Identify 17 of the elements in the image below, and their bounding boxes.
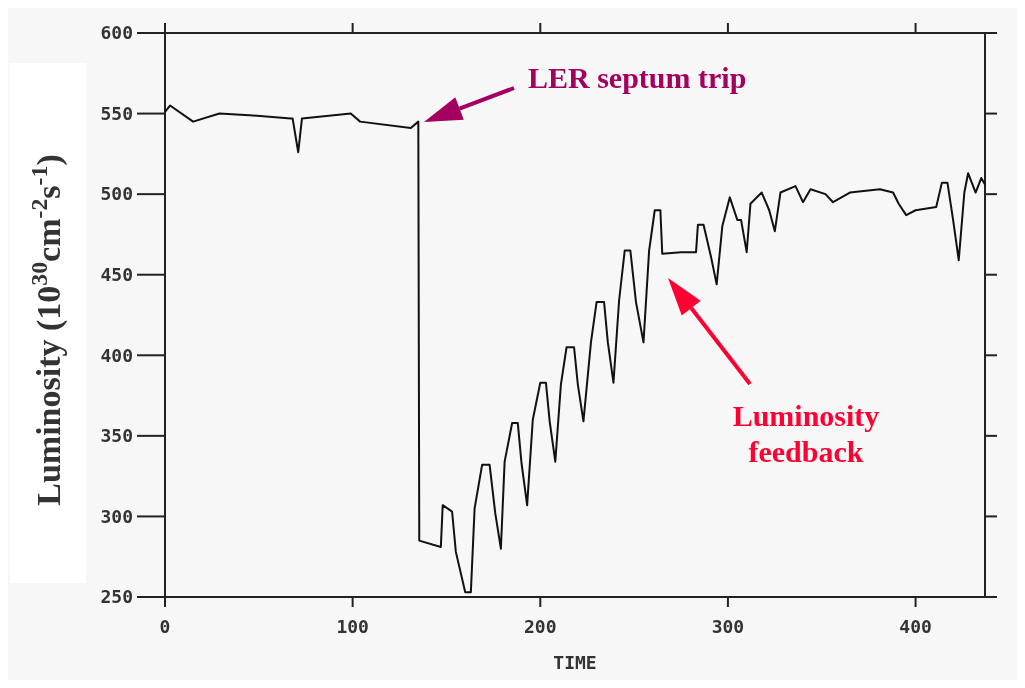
y-tick-label: 250 [100,586,133,608]
x-tick-label: 0 [159,616,171,637]
line-series [164,104,986,594]
y-tick-label: 500 [100,183,133,205]
annotation: Luminosity feedback [732,399,880,468]
y-tick-label: 550 [100,102,133,124]
y-tick-label: 350 [100,425,133,447]
x-tick-label: 300 [711,616,745,637]
x-tick-label: 200 [524,616,557,637]
y-tick-label: 600 [100,22,133,44]
x-tick-label: 100 [336,616,369,637]
x-tick-label: 400 [899,616,932,637]
y-tick-label: 450 [100,264,133,286]
y-tick-label: 400 [100,344,133,366]
y-tick-label: 300 [100,505,133,527]
annotation: LER septum trip [528,61,747,94]
x-axis-title: TIME [553,652,597,673]
